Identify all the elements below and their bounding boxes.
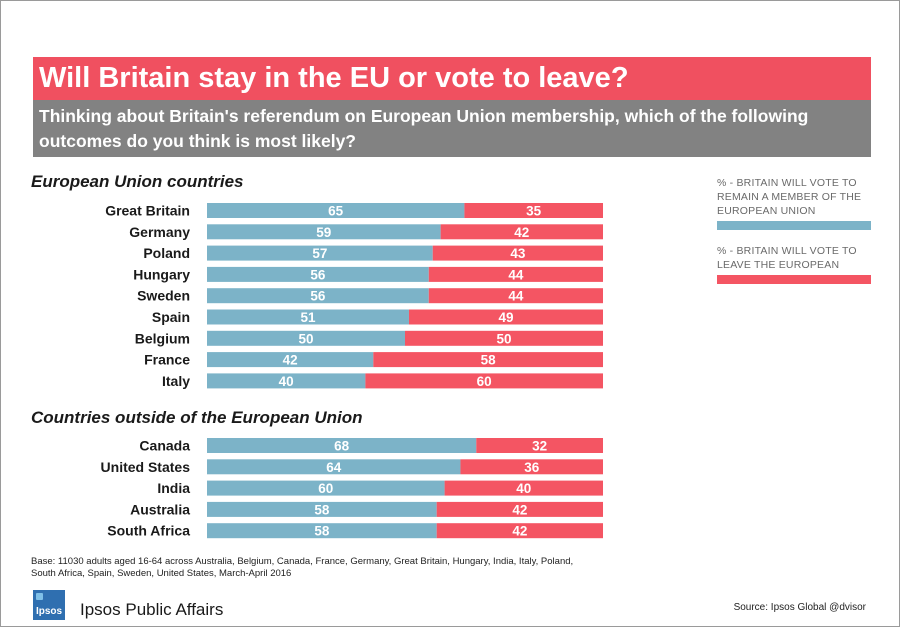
value-label-leave-germany: 42 bbox=[514, 225, 529, 240]
value-label-remain-poland: 57 bbox=[312, 246, 327, 261]
ipsos-logo: Ipsos bbox=[33, 590, 65, 620]
category-label-australia: Australia bbox=[130, 501, 190, 517]
slide-title: Will Britain stay in the EU or vote to l… bbox=[33, 57, 871, 100]
bar-remain-france bbox=[207, 352, 374, 368]
bar-leave-south-africa bbox=[436, 523, 603, 539]
category-label-france: France bbox=[144, 352, 190, 368]
bar-leave-spain bbox=[408, 309, 603, 325]
logo-dot-icon bbox=[36, 593, 43, 600]
bar-leave-united-states bbox=[460, 459, 603, 475]
section-heading-eu: European Union countries bbox=[31, 172, 244, 191]
value-label-leave-india: 40 bbox=[516, 481, 531, 496]
value-label-leave-sweden: 44 bbox=[508, 289, 524, 304]
value-label-remain-belgium: 50 bbox=[298, 331, 313, 346]
bar-leave-hungary bbox=[428, 266, 603, 282]
bar-remain-south-africa bbox=[207, 523, 437, 539]
source-note: Source: Ipsos Global @dvisor bbox=[733, 602, 866, 613]
value-label-remain-canada: 68 bbox=[334, 439, 350, 454]
value-label-remain-hungary: 56 bbox=[310, 267, 326, 282]
value-label-remain-australia: 58 bbox=[314, 502, 330, 517]
value-label-remain-germany: 59 bbox=[316, 225, 331, 240]
bar-remain-germany bbox=[207, 224, 441, 240]
value-label-remain-france: 42 bbox=[283, 353, 298, 368]
value-label-leave-australia: 42 bbox=[512, 502, 527, 517]
value-label-remain-south-africa: 58 bbox=[314, 524, 330, 539]
legend-remain-label: % - BRITAIN WILL VOTE TO REMAIN A MEMBER… bbox=[717, 177, 862, 217]
value-label-leave-great-britain: 35 bbox=[526, 204, 542, 219]
value-label-remain-india: 60 bbox=[318, 481, 333, 496]
category-label-belgium: Belgium bbox=[135, 330, 190, 346]
brand-name: Ipsos Public Affairs bbox=[80, 600, 224, 619]
value-label-leave-south-africa: 42 bbox=[512, 524, 527, 539]
bar-leave-australia bbox=[436, 501, 603, 517]
category-label-germany: Germany bbox=[129, 224, 190, 240]
bar-remain-sweden bbox=[207, 288, 429, 304]
category-label-sweden: Sweden bbox=[137, 288, 190, 304]
bar-remain-hungary bbox=[207, 266, 429, 282]
bar-leave-india bbox=[444, 480, 603, 496]
category-label-hungary: Hungary bbox=[133, 266, 190, 282]
bar-leave-sweden bbox=[428, 288, 603, 304]
value-label-leave-belgium: 50 bbox=[496, 331, 511, 346]
bar-remain-australia bbox=[207, 501, 437, 517]
footnote-base: Base: 11030 adults aged 16-64 across Aus… bbox=[31, 556, 574, 579]
bar-leave-canada bbox=[476, 438, 603, 453]
value-label-remain-italy: 40 bbox=[279, 374, 294, 389]
category-label-india: India bbox=[157, 480, 190, 496]
value-label-remain-sweden: 56 bbox=[310, 289, 326, 304]
category-label-poland: Poland bbox=[143, 245, 190, 261]
value-label-leave-france: 58 bbox=[481, 353, 497, 368]
bar-remain-belgium bbox=[207, 330, 405, 346]
category-label-great-britain: Great Britain bbox=[105, 203, 190, 219]
value-label-leave-hungary: 44 bbox=[508, 267, 524, 282]
value-label-remain-spain: 51 bbox=[300, 310, 316, 325]
bar-leave-germany bbox=[440, 224, 603, 240]
bar-remain-spain bbox=[207, 309, 409, 325]
value-label-leave-spain: 49 bbox=[498, 310, 513, 325]
bar-remain-canada bbox=[207, 438, 477, 453]
bar-leave-great-britain bbox=[464, 203, 603, 218]
value-label-remain-great-britain: 65 bbox=[328, 204, 344, 219]
bar-leave-belgium bbox=[405, 330, 603, 346]
bar-leave-italy bbox=[365, 373, 603, 389]
bar-remain-poland bbox=[207, 245, 433, 261]
value-label-leave-canada: 32 bbox=[532, 439, 547, 454]
bar-remain-united-states bbox=[207, 459, 461, 475]
value-label-leave-poland: 43 bbox=[510, 246, 526, 261]
logo-text: Ipsos bbox=[35, 606, 63, 617]
category-label-south-africa: South Africa bbox=[107, 523, 190, 539]
bar-remain-great-britain bbox=[207, 203, 465, 218]
bar-leave-poland bbox=[432, 245, 603, 261]
bar-remain-india bbox=[207, 480, 445, 496]
value-label-leave-united-states: 36 bbox=[524, 460, 540, 475]
category-label-spain: Spain bbox=[152, 309, 190, 325]
legend-leave-swatch bbox=[717, 275, 871, 284]
bar-leave-france bbox=[373, 352, 603, 368]
category-label-canada: Canada bbox=[139, 438, 190, 454]
bar-remain-italy bbox=[207, 373, 366, 389]
category-label-united-states: United States bbox=[101, 459, 191, 475]
value-label-leave-italy: 60 bbox=[477, 374, 492, 389]
category-label-italy: Italy bbox=[162, 373, 190, 389]
value-label-remain-united-states: 64 bbox=[326, 460, 342, 475]
section-heading-non-eu: Countries outside of the European Union bbox=[31, 408, 363, 427]
slide-subtitle: Thinking about Britain's referendum on E… bbox=[33, 100, 871, 157]
legend-remain-swatch bbox=[717, 221, 871, 230]
